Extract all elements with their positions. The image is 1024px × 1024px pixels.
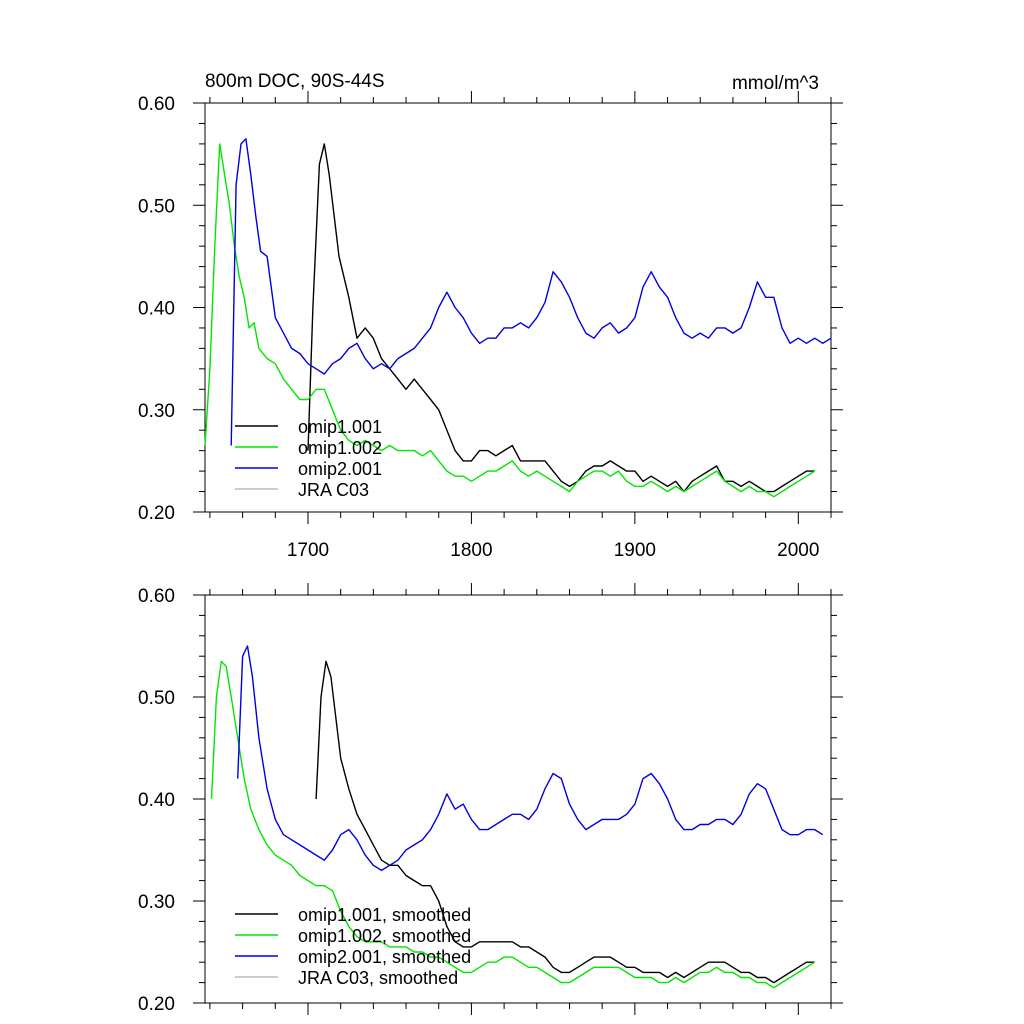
chart-panel-top: 0.20 0.30 0.40 0.50 0.60 1700 1800 1900 2000 800m… — [138, 71, 843, 561]
series-line-omip1-002-smoothed — [210, 660, 816, 989]
legend-label: omip1.002 — [298, 438, 382, 458]
legend-label: omip2.001, smoothed — [298, 947, 471, 967]
y-tick-label: 0.60 — [138, 94, 175, 115]
series-line-omip2-001 — [230, 138, 832, 446]
legend-label: omip2.001 — [298, 459, 382, 479]
series-line-omip1-001-smoothed — [315, 660, 815, 984]
y-tick-label: 0.20 — [138, 503, 175, 524]
y-tick-label: 0.30 — [138, 401, 175, 422]
x-tick-label: 1700 — [287, 540, 329, 561]
y-tick-label: 0.60 — [138, 586, 175, 607]
legend-label: omip1.002, smoothed — [298, 926, 471, 946]
legend-label: omip1.001 — [298, 417, 382, 437]
y-tick-label: 0.50 — [138, 196, 175, 217]
y-tick-label: 0.20 — [138, 994, 175, 1015]
legend-label: JRA C03, smoothed — [298, 968, 458, 988]
series-line-omip1-001 — [307, 143, 815, 493]
y-tick-label: 0.30 — [138, 892, 175, 913]
x-tick-label: 1900 — [614, 540, 656, 561]
legend-label: omip1.001, smoothed — [298, 905, 471, 925]
chart-title: 800m DOC, 90S-44S — [205, 71, 385, 92]
x-tick-label: 2000 — [777, 540, 819, 561]
chart-units: mmol/m^3 — [732, 73, 819, 94]
series-line-omip2-001-smoothed — [237, 645, 824, 872]
series-line-omip1-002 — [204, 143, 816, 498]
x-tick-label: 1800 — [450, 540, 492, 561]
legend-label: JRA C03 — [298, 480, 369, 500]
y-tick-label: 0.40 — [138, 790, 175, 811]
y-tick-label: 0.40 — [138, 299, 175, 320]
y-tick-label: 0.50 — [138, 688, 175, 709]
